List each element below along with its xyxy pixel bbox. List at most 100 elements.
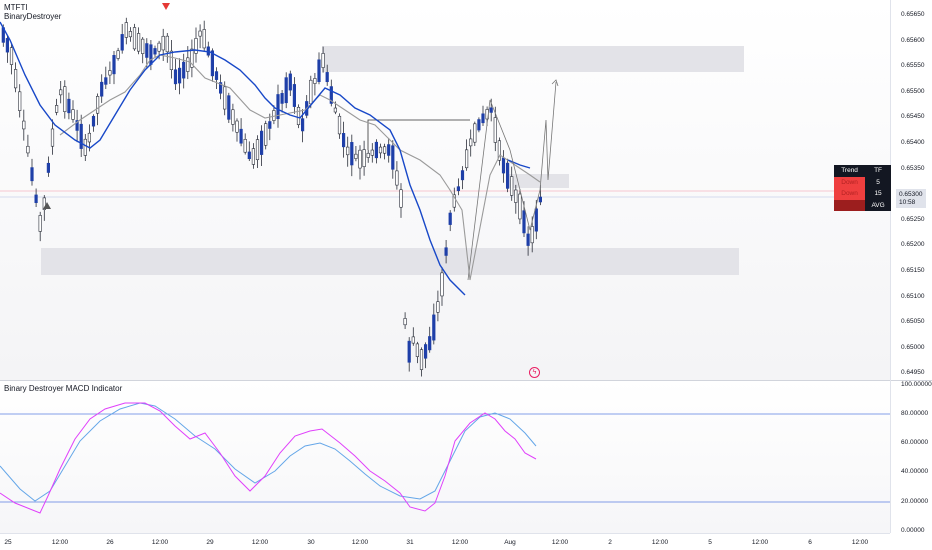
candle-body [477, 119, 481, 131]
candle-body [63, 86, 67, 112]
candle-body [329, 86, 333, 104]
candles-group [1, 17, 542, 377]
candle-body [325, 72, 329, 83]
macd-chart[interactable] [0, 381, 890, 533]
candle-body [415, 343, 420, 357]
candle-body [91, 115, 96, 127]
price-scale[interactable]: 0.65650 0.65600 0.65550 0.65500 0.65450 0.654… [891, 0, 932, 380]
candle-body [460, 170, 465, 181]
candle-body [30, 167, 34, 182]
candle-body [481, 113, 485, 124]
time-tick-label: Aug [504, 539, 516, 546]
candle-body [395, 170, 399, 186]
candle-body [292, 84, 297, 107]
candle-body [296, 106, 301, 126]
candle-body [440, 272, 444, 297]
candle-body [141, 38, 145, 54]
macd-tick-label: 0.00000 [901, 527, 925, 534]
candle-body [231, 109, 235, 125]
candle-body [370, 149, 374, 156]
candle-body [120, 34, 124, 51]
candle-body [510, 176, 514, 196]
candle-body [534, 208, 538, 232]
candle-body [259, 130, 264, 155]
time-tick-label: 12:00 [151, 539, 169, 546]
price-tick-label: 0.65050 [901, 318, 925, 326]
projection-head [551, 79, 559, 87]
price-tick-label: 0.65150 [901, 267, 925, 274]
blue-ema-tail [507, 159, 531, 169]
candle-body [198, 30, 202, 37]
candle-body [153, 48, 157, 55]
time-tick-label: 12:00 [551, 539, 569, 546]
candle-body [444, 247, 448, 256]
indicator-legend[interactable]: BinaryDestroyer [4, 12, 62, 21]
candle-body [309, 79, 313, 105]
candle-body [288, 73, 292, 91]
price-tick-label: 0.65250 [901, 215, 925, 223]
candle-body [116, 50, 120, 59]
time-tick-label: 12:00 [851, 539, 869, 546]
candle-body [452, 194, 456, 208]
candle-body [79, 123, 83, 149]
pane-separator[interactable] [0, 380, 932, 381]
candle-body [46, 162, 50, 173]
price-tick-label: 0.65400 [901, 139, 925, 146]
time-tick-label: 26 [106, 539, 114, 546]
candle-body [42, 197, 46, 210]
candle-body [137, 33, 141, 52]
macd-scale[interactable]: 100.00000 80.00000 60.00000 40.00000 20.0000… [891, 381, 932, 534]
trend-table: Trend TF Down 5 Down 15 AVG [834, 165, 891, 211]
time-tick-label: 12:00 [651, 539, 669, 546]
macd-pink-line [0, 402, 537, 514]
candle-body [497, 140, 502, 161]
candle-body [219, 82, 223, 94]
candle-body [448, 212, 452, 225]
candle-body [190, 48, 194, 68]
blue-ema [0, 21, 466, 296]
candle-body [300, 118, 305, 132]
time-tick-label: 12:00 [251, 539, 269, 546]
supply-zone [322, 46, 744, 72]
macd-legend[interactable]: Binary Destroyer MACD Indicator [4, 384, 123, 393]
candle-body [22, 120, 26, 130]
price-pane[interactable]: MTFTI BinaryDestroyer ϟ [0, 0, 890, 380]
candle-body [59, 89, 63, 96]
time-tick-label: 12:00 [751, 539, 769, 546]
trend-header: Trend [834, 165, 866, 177]
tf-cell: 5 [865, 176, 891, 188]
time-axis[interactable]: 25 12:00 26 12:00 29 12:00 30 12:00 31 12:00 Aug 12… [0, 533, 890, 550]
candle-body [317, 59, 321, 83]
candle-body [378, 146, 383, 154]
candle-body [456, 186, 461, 192]
price-tick-label: 0.65200 [901, 241, 925, 249]
candle-body [255, 139, 260, 161]
candle-body [264, 123, 268, 146]
candle-body [165, 35, 169, 53]
price-chart[interactable] [0, 0, 890, 380]
trend-cell: Down [834, 176, 866, 188]
candle-body [50, 128, 55, 147]
time-tick-label: 29 [206, 539, 214, 546]
candle-body [374, 141, 379, 159]
candle-body [469, 138, 473, 147]
candle-body [514, 189, 518, 203]
time-tick-label: 31 [406, 539, 414, 546]
sell-arrow-icon [162, 3, 170, 10]
candle-body [38, 215, 42, 232]
candle-body [489, 107, 493, 113]
candle-body [186, 57, 190, 72]
candle-body [505, 162, 510, 189]
candle-body [518, 193, 522, 220]
candle-body [202, 29, 206, 49]
time-tick-label: 2 [608, 539, 612, 546]
demand-zone [41, 248, 739, 275]
gray-moving-average [59, 54, 541, 281]
symbol-legend[interactable]: MTFTI [4, 3, 28, 12]
candle-body [124, 22, 128, 38]
candle-body [337, 115, 342, 135]
lightning-icon[interactable]: ϟ [529, 367, 540, 378]
candle-body [96, 96, 100, 114]
macd-pane[interactable]: Binary Destroyer MACD Indicator [0, 381, 890, 533]
price-tick-label: 0.65500 [901, 87, 925, 95]
